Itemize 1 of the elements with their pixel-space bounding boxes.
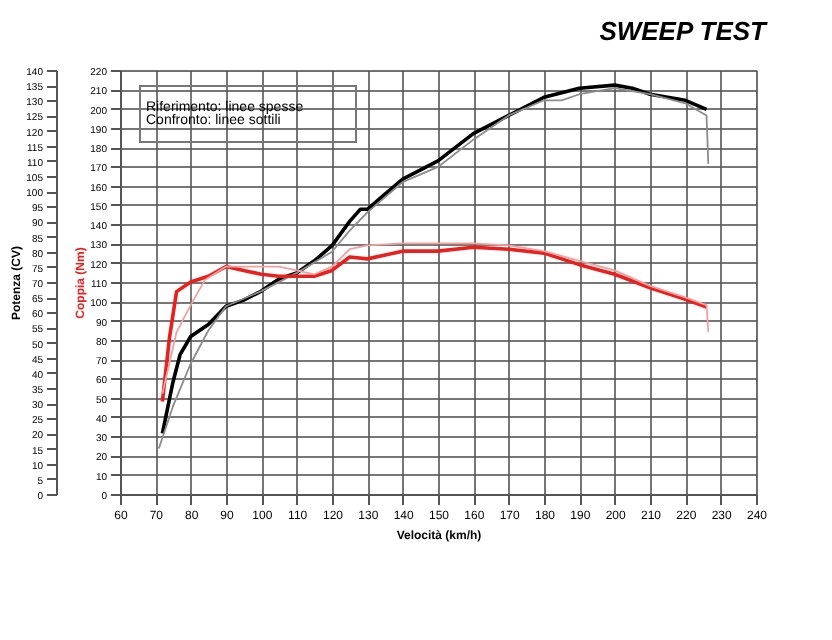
chart-title: SWEEP TEST bbox=[599, 16, 769, 46]
